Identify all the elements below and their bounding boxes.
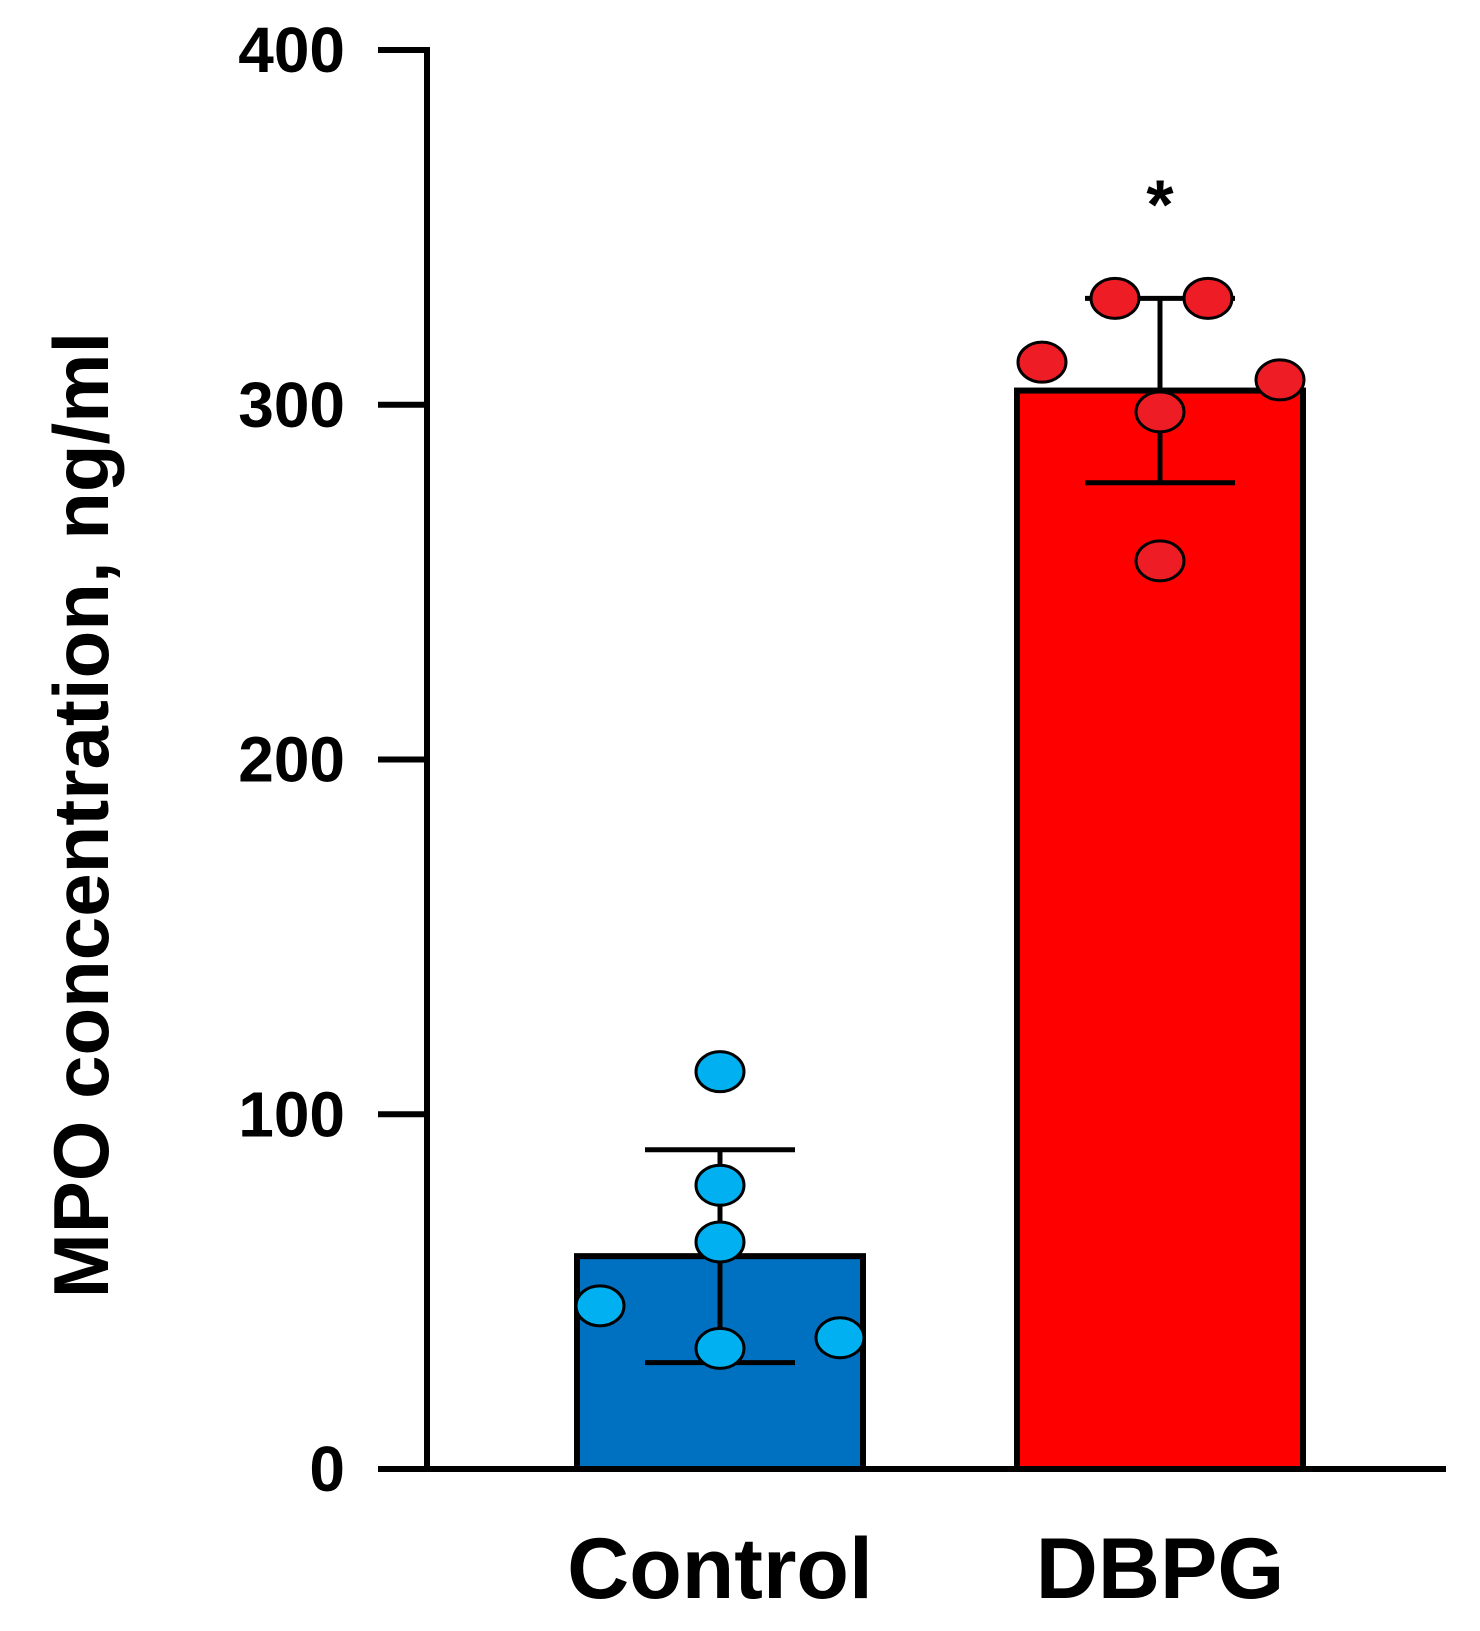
data-point-dbpg xyxy=(1089,276,1141,320)
data-point-dbpg xyxy=(1182,276,1234,320)
y-tick-label: 200 xyxy=(238,724,345,796)
data-point-control xyxy=(574,1284,626,1328)
x-tick-label-control: Control xyxy=(567,1521,873,1617)
data-point-control xyxy=(694,1220,746,1264)
y-tick-label: 100 xyxy=(238,1078,345,1150)
axes-layer xyxy=(378,47,1446,1472)
significance-marker: * xyxy=(1146,165,1174,243)
x-tick-label-dbpg: DBPG xyxy=(1036,1521,1284,1617)
data-point-control xyxy=(694,1326,746,1370)
bars-layer xyxy=(574,387,1306,1473)
data-point-dbpg xyxy=(1134,390,1186,434)
labels-layer: Control DBPG * 0 100 200 300 400 xyxy=(238,14,1284,1617)
y-tick-label: 400 xyxy=(238,14,345,86)
data-point-dbpg xyxy=(1254,358,1306,402)
data-point-control xyxy=(694,1163,746,1207)
y-axis-title: MPO concentration, ng/ml xyxy=(37,332,125,1298)
data-point-control xyxy=(694,1050,746,1094)
points-layer xyxy=(574,276,1306,1370)
data-point-control xyxy=(814,1316,866,1360)
y-tick-label: 300 xyxy=(238,369,345,441)
data-point-dbpg xyxy=(1016,340,1068,384)
y-tick-label: 0 xyxy=(309,1433,345,1505)
data-point-dbpg xyxy=(1134,539,1186,583)
